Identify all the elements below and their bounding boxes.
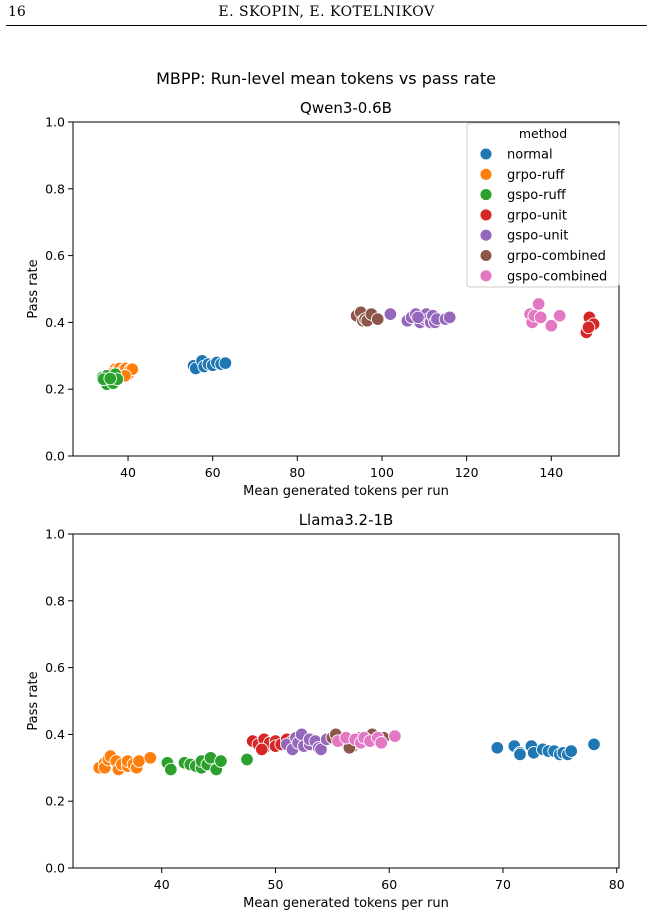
x-tick-label: 60 xyxy=(205,465,221,480)
legend-entry-gspo-unit: gspo-unit xyxy=(507,229,568,244)
x-tick-label: 120 xyxy=(455,465,479,480)
y-axis-label: Pass rate xyxy=(26,259,41,318)
data-point-gspo-unit xyxy=(314,742,328,757)
data-point-grpo-unit xyxy=(255,742,269,757)
data-point-gspo-ruff xyxy=(164,762,178,777)
data-point-gspo-ruff xyxy=(240,752,254,767)
data-point-gspo-combined xyxy=(388,729,402,743)
data-point-gspo-combined xyxy=(531,297,546,311)
y-tick-label: 0.8 xyxy=(45,593,65,608)
y-tick-label: 1.0 xyxy=(45,527,65,542)
data-point-gspo-unit xyxy=(442,310,457,325)
y-axis-label: Pass rate xyxy=(26,671,41,730)
data-point-gspo-unit xyxy=(411,310,425,325)
data-point-gspo-combined xyxy=(533,310,548,325)
legend-marker-grpo-combined xyxy=(479,249,493,262)
x-tick-label: 50 xyxy=(268,877,284,892)
legend-marker-gspo-unit xyxy=(479,228,493,242)
x-tick-label: 40 xyxy=(120,465,136,480)
legend: method normal grpo-ruff gspo-ruff grpo-unit g… xyxy=(466,122,620,288)
data-point-gspo-ruff xyxy=(214,754,228,768)
data-point-grpo-ruff xyxy=(132,754,146,768)
x-axis-label: Mean generated tokens per run xyxy=(243,896,449,911)
x-tick-label: 60 xyxy=(381,877,397,892)
plot-frame xyxy=(72,121,620,457)
x-tick-label: 70 xyxy=(495,877,511,892)
y-tick-label: 0.8 xyxy=(45,181,65,196)
x-tick-label: 80 xyxy=(289,465,305,480)
y-tick-label: 0.0 xyxy=(45,861,65,876)
chart-title: Qwen3-0.6B xyxy=(300,99,392,117)
data-point-normal xyxy=(587,737,601,752)
y-tick-label: 0.6 xyxy=(45,660,65,675)
chart-qwen: Qwen3-0.6B 40 60 80 100 120 140 0.0 0.2 0.4 0.6 0.8… xyxy=(26,99,620,499)
header-rule xyxy=(6,25,647,26)
x-tick-label: 140 xyxy=(539,465,563,480)
x-tick-label: 100 xyxy=(370,465,394,480)
legend-entry-grpo-unit: grpo-unit xyxy=(507,208,567,223)
legend-entry-gspo-combined: gspo-combined xyxy=(507,269,607,284)
legend-box xyxy=(466,122,620,288)
y-tick-label: 1.0 xyxy=(45,115,65,130)
legend-marker-gspo-combined xyxy=(479,269,493,283)
data-point-normal xyxy=(490,741,505,755)
running-head-authors: E. SKOPIN, E. KOTELNIKOV xyxy=(218,4,435,20)
legend-marker-normal xyxy=(479,147,493,161)
legend-entry-grpo-ruff: grpo-ruff xyxy=(507,168,565,183)
legend-title: method xyxy=(519,126,567,141)
data-point-gspo-combined xyxy=(374,736,389,750)
legend-entry-gspo-ruff: gspo-ruff xyxy=(507,188,567,203)
legend-marker-grpo-unit xyxy=(479,208,493,222)
data-point-normal xyxy=(513,747,527,762)
data-point-gspo-unit xyxy=(383,307,398,321)
data-point-gspo-combined xyxy=(544,318,559,333)
legend-marker-gspo-ruff xyxy=(479,188,493,202)
data-point-normal xyxy=(564,744,578,758)
data-point-normal xyxy=(218,356,233,370)
data-point-grpo-combined xyxy=(370,312,385,326)
chart-title: Llama3.2-1B xyxy=(299,511,394,529)
y-tick-label: 0.0 xyxy=(45,449,65,464)
y-tick-label: 0.4 xyxy=(45,727,65,742)
x-axis-label: Mean generated tokens per run xyxy=(243,484,449,499)
y-tick-label: 0.2 xyxy=(45,794,65,809)
data-point-grpo-ruff xyxy=(143,751,158,765)
x-tick-label: 80 xyxy=(609,877,625,892)
legend-entry-grpo-combined: grpo-combined xyxy=(507,249,606,264)
x-tick-label: 40 xyxy=(154,877,170,892)
data-point-grpo-unit xyxy=(581,320,596,335)
page-header: 16 E. SKOPIN, E. KOTELNIKOV xyxy=(0,0,653,30)
y-tick-label: 0.4 xyxy=(45,315,65,330)
plot-frame xyxy=(72,533,620,869)
data-point-gspo-combined xyxy=(552,308,567,323)
legend-marker-grpo-ruff xyxy=(479,167,493,181)
legend-entry-normal: normal xyxy=(507,148,553,163)
data-points xyxy=(92,727,601,777)
data-point-gspo-ruff xyxy=(103,371,117,386)
y-tick-label: 0.2 xyxy=(45,382,65,397)
y-tick-label: 0.6 xyxy=(45,248,65,263)
page-number: 16 xyxy=(8,4,26,20)
figure-suptitle: MBPP: Run-level mean tokens vs pass rate xyxy=(156,69,496,88)
chart-llama: Llama3.2-1B 40 50 60 70 80 0.0 0.2 0.4 0.6 0.8 1.0 M… xyxy=(26,511,625,911)
data-points xyxy=(95,297,601,391)
